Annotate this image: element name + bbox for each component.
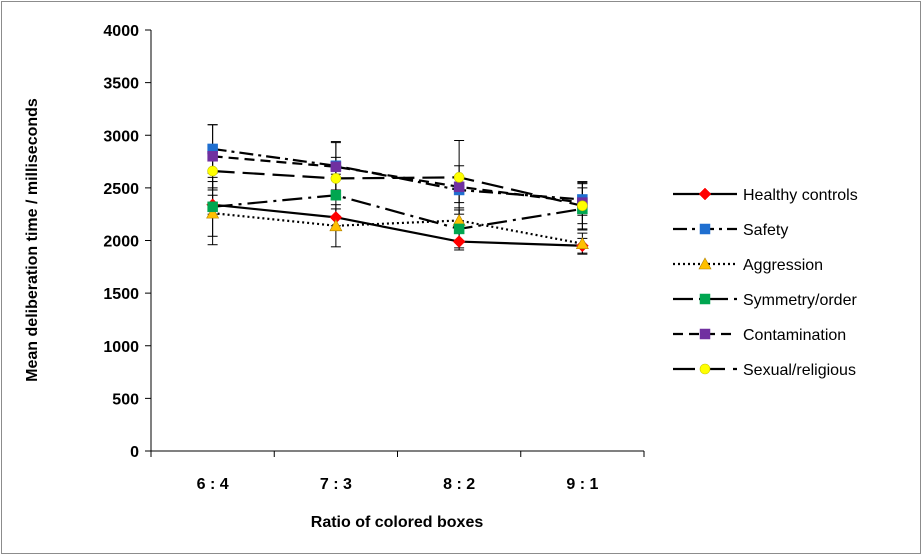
legend-entry-3: Symmetry/order (673, 292, 857, 309)
x-tick-label-3: 9 : 1 (566, 476, 598, 493)
y-tick-label-4: 2000 (103, 234, 139, 251)
point-0-2 (452, 235, 466, 248)
y-tick-label-5: 2500 (103, 181, 139, 198)
series-lines (212, 147, 583, 247)
legend-marker-4 (699, 328, 711, 340)
legend: Healthy controls Safety Aggression Symmetry… (673, 187, 858, 379)
legend-entry-5: Sexual/religious (673, 362, 856, 379)
legend-label-2: Aggression (743, 257, 823, 274)
point-4-2 (453, 181, 465, 193)
legend-entry-2: Aggression (673, 257, 823, 274)
y-tick-label-2: 1000 (103, 339, 139, 356)
y-tick-label-1: 500 (112, 391, 139, 408)
legend-marker-3 (699, 293, 711, 305)
series-line-0 (212, 203, 583, 247)
point-4-1 (330, 161, 342, 173)
legend-label-1: Safety (743, 222, 788, 239)
y-tick-labels: 0 500 1000 1500 2000 2500 3000 3500 4000 (103, 23, 139, 461)
y-tick-label-6: 3000 (103, 128, 139, 145)
legend-entry-1: Safety (673, 222, 788, 239)
legend-entry-0: Healthy controls (673, 187, 858, 204)
legend-label-3: Symmetry/order (743, 292, 857, 309)
point-4-0 (207, 151, 218, 162)
series-line-2 (212, 212, 583, 245)
point-3-1 (330, 189, 342, 201)
point-5-3 (577, 200, 588, 212)
legend-label-4: Contamination (743, 327, 846, 344)
legend-marker-0 (698, 187, 712, 201)
x-tick-label-1: 7 : 3 (320, 476, 352, 493)
legend-marker-2 (698, 257, 712, 270)
point-3-2 (453, 223, 465, 235)
y-tick-label-0: 0 (130, 444, 139, 461)
series-line-5 (212, 169, 583, 207)
legend-entry-4: Contamination (673, 327, 846, 344)
series-line-4 (212, 155, 583, 204)
legend-marker-1 (699, 223, 711, 235)
legend-label-5: Sexual/religious (743, 362, 856, 379)
point-3-0 (207, 201, 218, 213)
x-tick-label-0: 6 : 4 (197, 476, 229, 493)
x-tick-label-2: 8 : 2 (443, 476, 475, 493)
point-5-1 (330, 173, 342, 184)
series-line-1 (212, 147, 583, 201)
x-axis-title: Ratio of colored boxes (311, 514, 484, 531)
error-bars (207, 124, 588, 255)
y-axis-title: Mean deliberation time / milliseconds (24, 98, 41, 382)
series-markers (206, 143, 589, 253)
series-line-3 (212, 194, 583, 231)
x-tick-labels: 6 : 4 7 : 3 8 : 2 9 : 1 (197, 476, 599, 493)
axes (145, 29, 645, 457)
legend-marker-5 (699, 363, 711, 375)
point-5-0 (207, 165, 218, 177)
y-tick-label-7: 3500 (103, 76, 139, 93)
point-2-0 (206, 206, 220, 219)
y-tick-label-8: 4000 (103, 23, 139, 40)
y-tick-label-3: 1500 (103, 286, 139, 303)
legend-label-0: Healthy controls (743, 187, 858, 204)
point-5-2 (453, 172, 465, 183)
point-2-1 (329, 219, 343, 232)
point-2-3 (575, 237, 589, 249)
